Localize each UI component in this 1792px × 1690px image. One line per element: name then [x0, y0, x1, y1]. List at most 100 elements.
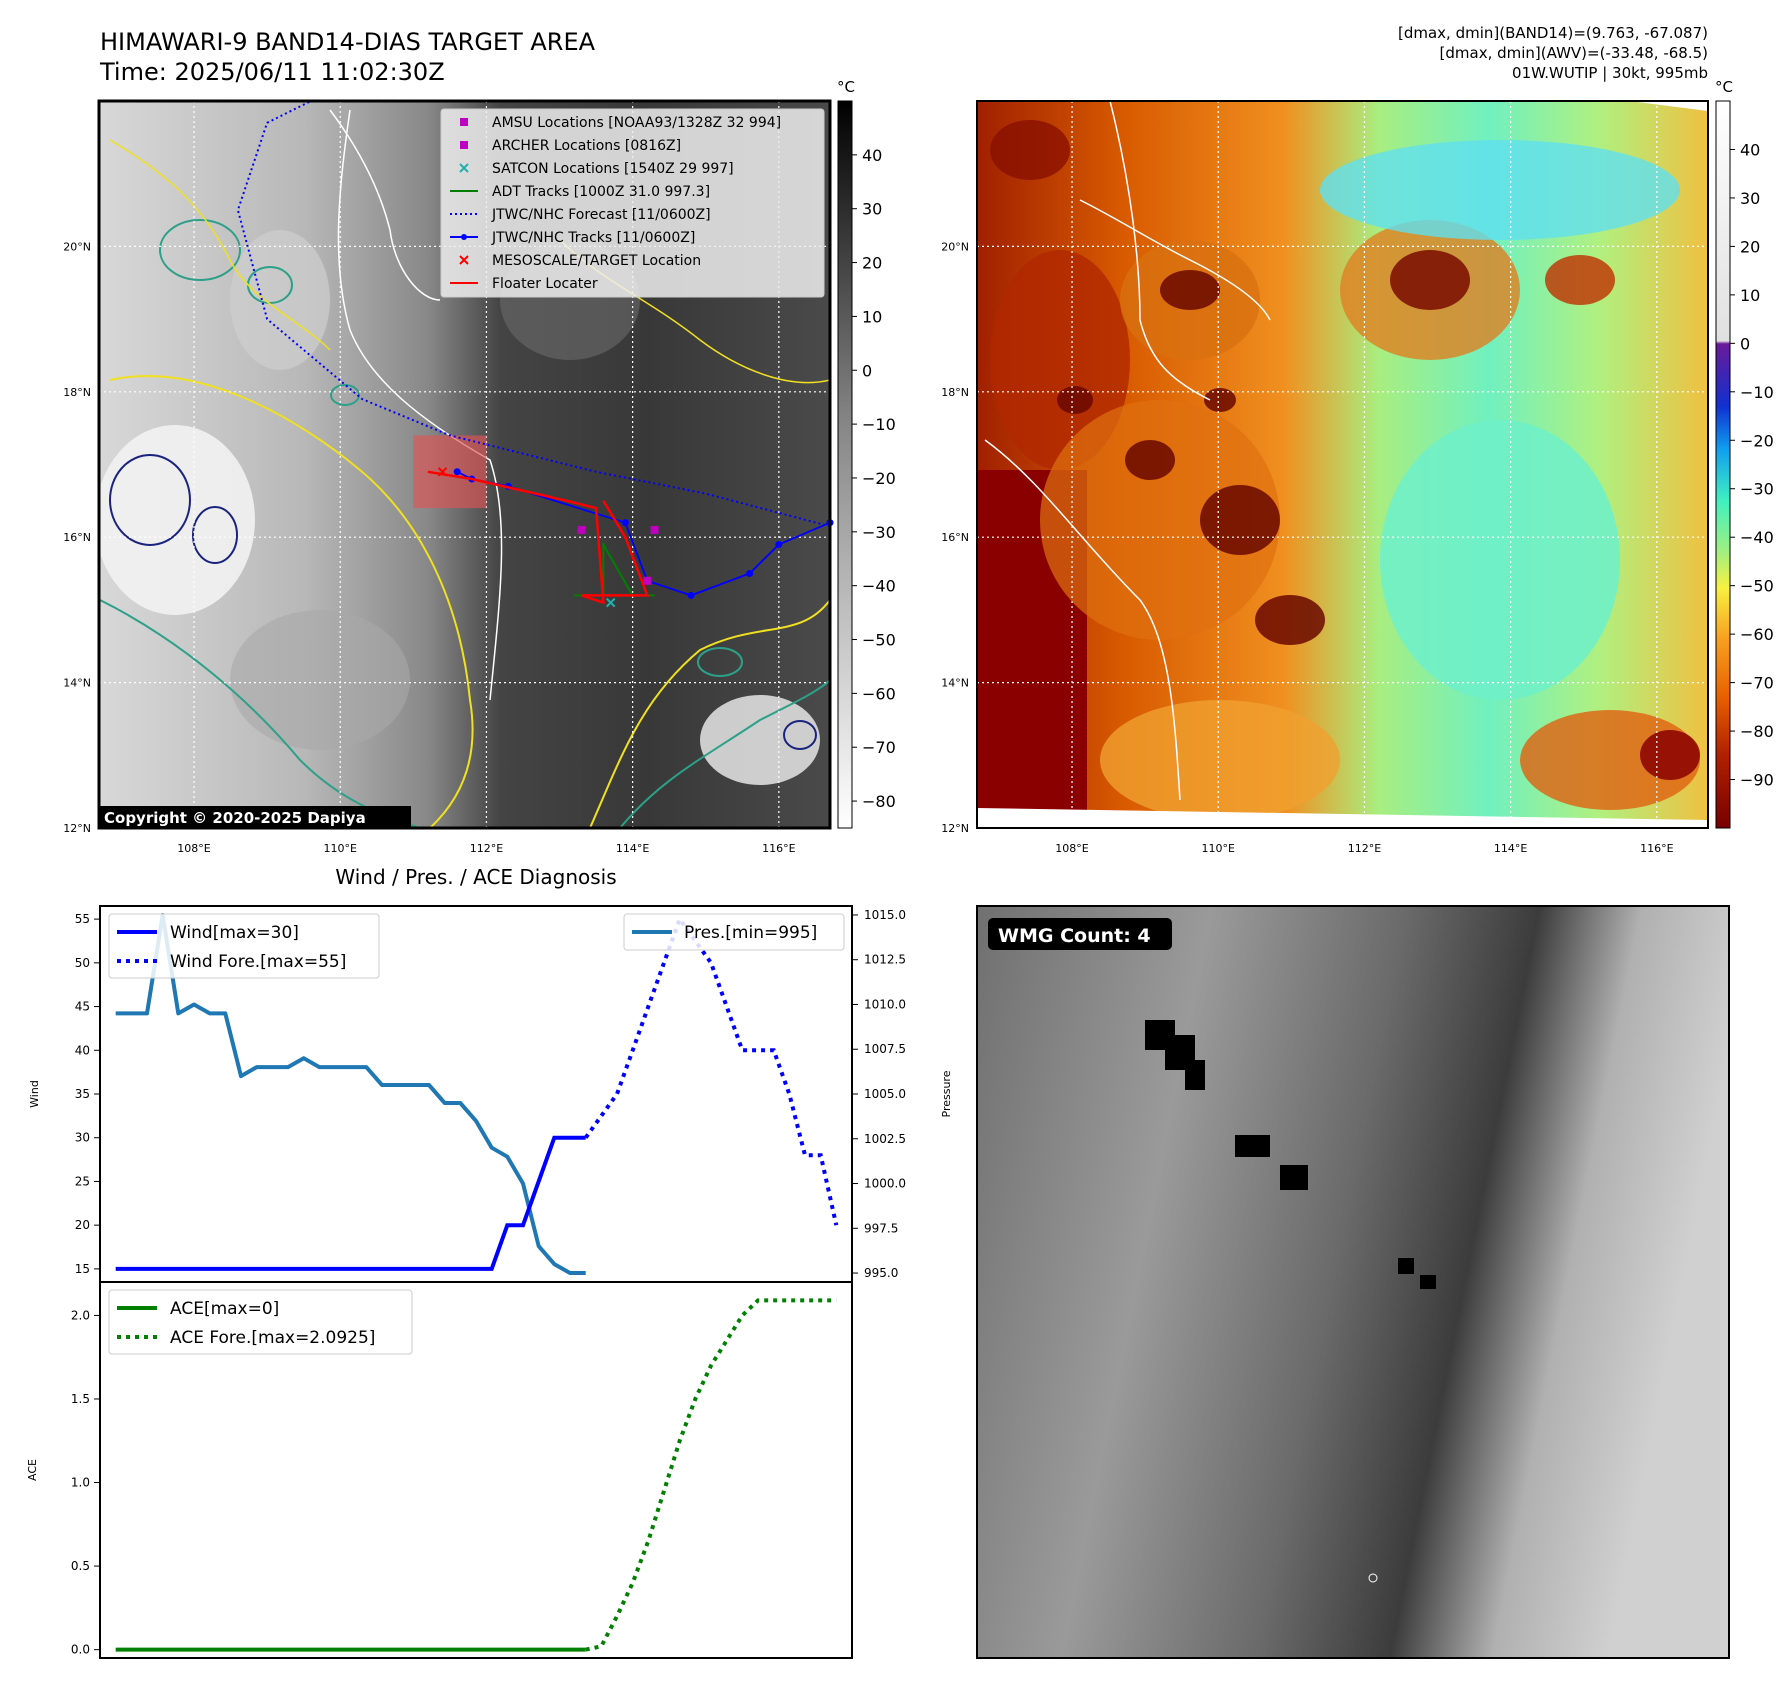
lat-tick-label: 20°N: [941, 240, 969, 253]
pressure-ytick-label: 995.0: [864, 1266, 898, 1280]
info-awv: [dmax, dmin](AWV)=(-33.48, -68.5): [1440, 44, 1708, 62]
color-colorbar: [1715, 100, 1731, 829]
pressure-ytick-label: 1005.0: [864, 1087, 906, 1101]
pressure-legend-box: [623, 913, 845, 951]
wmg-count-label: WMG Count: 4: [998, 925, 1151, 947]
colorbar-tick-label: 0: [1740, 334, 1750, 353]
pressure-ytick-label: 1015.0: [864, 908, 906, 922]
colorbar-tick-label: −60: [862, 684, 896, 703]
lat-tick-label: 12°N: [63, 822, 91, 835]
copyright-badge: [99, 806, 411, 828]
ace-ytick-label: 0.5: [71, 1559, 90, 1573]
colorbar-tick-label: −40: [1740, 528, 1774, 547]
lat-tick-label: 12°N: [941, 822, 969, 835]
lon-tick-label: 112°E: [1348, 842, 1381, 855]
wind-legend-label: Wind[max=30]: [170, 923, 299, 943]
colorbar-tick-label: 20: [1740, 237, 1760, 256]
wmg-center-marker: [1368, 1573, 1378, 1583]
amsu-marker: [643, 576, 652, 585]
floater-locater-line: [427, 470, 650, 605]
pressure-ytick-label: 997.5: [864, 1221, 898, 1235]
info-band14: [dmax, dmin](BAND14)=(9.763, -67.087): [1398, 24, 1708, 42]
ace-panel: 2.0 1.5 1.0 0.5 0.0 ACE ACE[max=0] ACE Fore.…: [26, 1281, 853, 1659]
pressure-ytick-label: 1007.5: [864, 1042, 906, 1056]
amsu-marker: [650, 525, 659, 534]
color-cloud-blobs: [977, 101, 1700, 828]
wmg-imagery: [977, 906, 1729, 1658]
wmg-frame: [976, 905, 1730, 1659]
target-area-box: [413, 435, 487, 509]
colorbar-tick-label: 40: [862, 146, 882, 165]
colorbar-tick-label: −70: [1740, 674, 1774, 693]
legend-swatch: [460, 118, 468, 126]
wind-legend: Wind[max=30] Wind Fore.[max=55]: [108, 913, 380, 979]
legend-swatch-dot: [461, 234, 467, 240]
copyright-text: Copyright © 2020-2025 Dapiya: [104, 809, 366, 827]
wind-ytick-label: 15: [75, 1262, 90, 1276]
color-image-edge-white: [977, 808, 1708, 828]
ace-yticks: 2.0 1.5 1.0 0.5 0.0: [71, 1308, 100, 1657]
ace-ylabel: ACE: [26, 1459, 39, 1481]
colorbar-tick-label: −10: [862, 415, 896, 434]
color-image-corner-white: [1630, 101, 1708, 111]
jtwc-track-point: [453, 468, 461, 476]
amsu-marker: [577, 525, 586, 534]
color-lon-ticks: 108°E 110°E 112°E 114°E 116°E: [1055, 842, 1673, 855]
ir-colorbar-ticks: 40 30 20 10 0 −10 −20 −30 −40 −50 −60 −70 −80: [852, 146, 896, 811]
colorbar-tick-label: 30: [862, 200, 882, 219]
ace-plot-frame: [99, 1281, 853, 1659]
time-subtitle: Time: 2025/06/11 11:02:30Z: [99, 58, 445, 86]
lon-tick-label: 110°E: [324, 842, 357, 855]
colorbar-tick-label: −20: [862, 469, 896, 488]
ir-colorbar: [837, 100, 853, 829]
wind-ytick-label: 45: [75, 1000, 90, 1014]
legend-label: JTWC/NHC Forecast [11/0600Z]: [491, 207, 711, 223]
wind-ytick-label: 55: [75, 912, 90, 926]
ir-lat-ticks: 20°N 18°N 16°N 14°N 12°N: [63, 240, 91, 835]
target-marker: [437, 467, 448, 477]
lat-tick-label: 14°N: [63, 677, 91, 690]
colorbar-tick-label: −30: [1740, 480, 1774, 499]
color-colorbar-unit: °C: [1715, 78, 1733, 96]
pressure-ytick-label: 1000.0: [864, 1177, 906, 1191]
colorbar-tick-label: −20: [1740, 431, 1774, 450]
color-map-frame: [976, 100, 1709, 829]
colorbar-tick-label: 0: [862, 361, 872, 380]
pressure-line: [115, 913, 586, 1275]
lat-tick-label: 16°N: [941, 531, 969, 544]
legend-swatch: [459, 255, 469, 265]
jtwc-track-point: [621, 519, 629, 527]
lon-tick-label: 114°E: [616, 842, 649, 855]
ace-series: [115, 1298, 837, 1652]
wind-ytick-label: 30: [75, 1131, 90, 1145]
map-legend-box: [440, 108, 825, 298]
legend-label: Floater Locater: [492, 276, 598, 292]
wind-yticks: 55 50 45 40 35 30 25 20 15: [75, 912, 100, 1276]
wind-forecast-line: [584, 914, 839, 1226]
legend-label: JTWC/NHC Tracks [11/0600Z]: [491, 230, 695, 246]
ir-map-frame: [97, 99, 832, 830]
lat-tick-label: 18°N: [63, 386, 91, 399]
wmg-panel: WMG Count: 4: [976, 905, 1730, 1659]
lat-tick-label: 18°N: [941, 386, 969, 399]
lon-tick-label: 108°E: [177, 842, 210, 855]
colorbar-tick-label: 10: [1740, 286, 1760, 305]
colorbar-tick-label: 30: [1740, 189, 1760, 208]
ir-map-panel: 20°N 18°N 16°N 14°N 12°N 108°E 110°E 112°E 114°…: [63, 78, 896, 855]
colorbar-tick-label: −80: [862, 792, 896, 811]
ace-fore-legend-label: ACE Fore.[max=2.0925]: [170, 1328, 375, 1348]
colorbar-tick-label: −60: [1740, 625, 1774, 644]
ir-tracks: [236, 100, 834, 608]
pressure-yticks: 1015.0 1012.5 1010.0 1007.5 1005.0 1002.5 1000…: [852, 908, 906, 1280]
satcon-marker: [605, 597, 616, 608]
target-box: [413, 435, 487, 509]
ace-forecast-line: [585, 1298, 837, 1652]
lon-tick-label: 110°E: [1202, 842, 1235, 855]
map-legend: AMSU Locations [NOAA93/1328Z 32 994] ARCH…: [440, 108, 825, 298]
lat-tick-label: 20°N: [63, 240, 91, 253]
color-lat-ticks: 20°N 18°N 16°N 14°N 12°N: [941, 240, 969, 835]
jtwc-forecast-line: [236, 100, 831, 528]
wind-ytick-label: 40: [75, 1043, 90, 1057]
pressure-ytick-label: 1010.0: [864, 997, 906, 1011]
legend-label: SATCON Locations [1540Z 29 997]: [492, 161, 734, 177]
